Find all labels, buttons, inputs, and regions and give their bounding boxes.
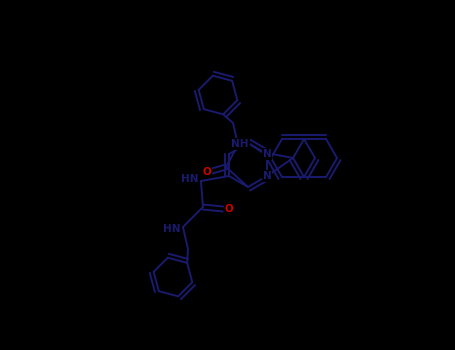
Text: O: O [202, 167, 212, 177]
Text: N: N [263, 149, 272, 159]
Text: HN: HN [163, 224, 181, 234]
Text: O: O [225, 204, 233, 214]
Text: N: N [263, 171, 272, 181]
Text: HN: HN [182, 174, 199, 184]
Text: NH: NH [231, 139, 249, 149]
